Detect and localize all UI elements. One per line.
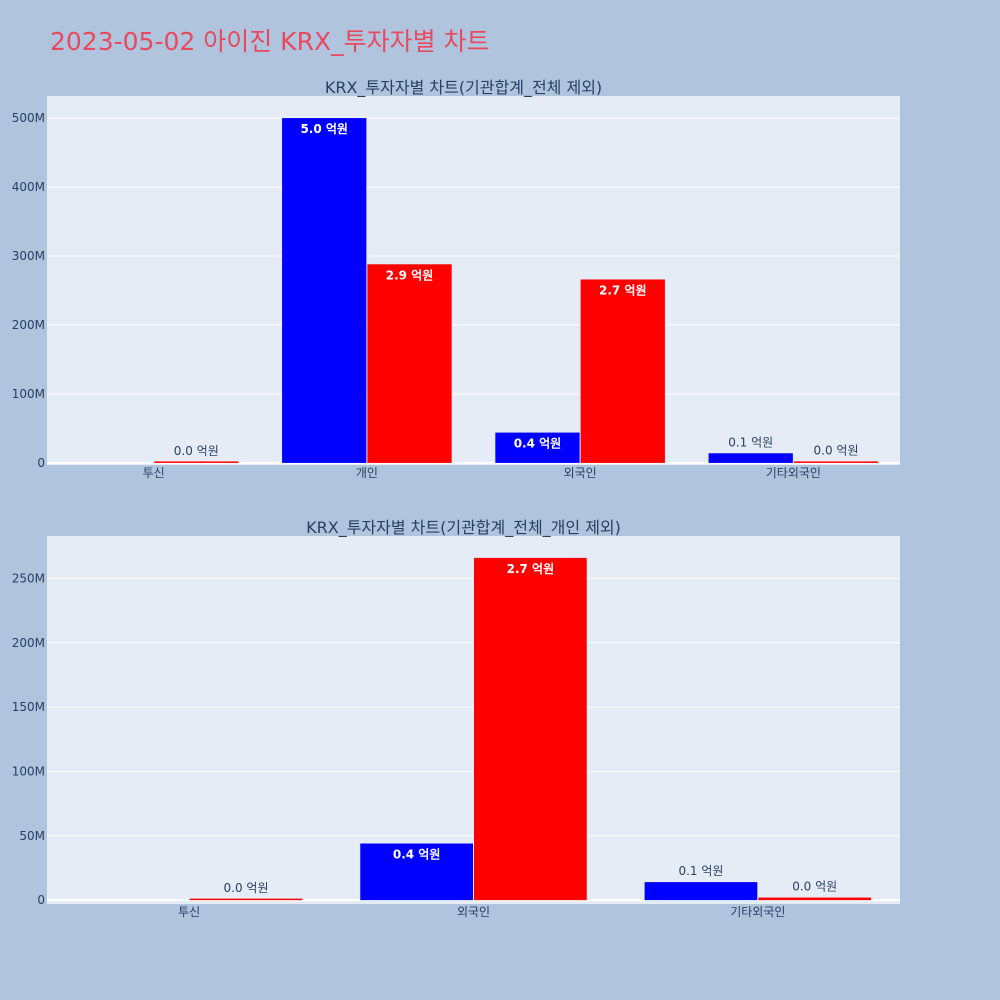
data-label: 0.0 억원 xyxy=(174,444,219,458)
y-tick-label: 250M xyxy=(12,571,45,585)
bar xyxy=(474,557,587,901)
bar xyxy=(793,461,879,463)
data-label: 0.0 억원 xyxy=(814,444,859,458)
bar xyxy=(644,882,758,901)
x-tick-label: 개인 xyxy=(356,466,378,480)
y-tick-label: 300M xyxy=(12,249,45,263)
y-tick-label: 0 xyxy=(37,456,45,470)
data-label: 0.4 억원 xyxy=(514,437,562,451)
data-label: 0.1 억원 xyxy=(678,864,723,878)
data-label: 0.4 억원 xyxy=(393,848,441,862)
y-tick-label: 200M xyxy=(12,318,45,332)
bar xyxy=(367,264,452,463)
y-tick-label: 150M xyxy=(12,700,45,714)
page-title: 2023-05-02 아이진 KRX_투자자별 차트 xyxy=(50,27,490,56)
data-label: 0.0 억원 xyxy=(792,880,837,894)
bar xyxy=(495,432,580,463)
data-label: 2.9 억원 xyxy=(386,268,434,282)
x-tick-label: 기타외국인 xyxy=(730,905,785,919)
bar xyxy=(189,898,303,901)
data-label: 0.0 억원 xyxy=(224,881,269,895)
bar xyxy=(360,843,473,901)
data-label: 0.1 억원 xyxy=(728,435,773,449)
x-tick-label: 외국인 xyxy=(457,905,490,919)
x-tick-label: 투신 xyxy=(178,905,200,919)
y-tick-label: 100M xyxy=(12,764,45,778)
x-tick-label: 외국인 xyxy=(564,466,597,480)
y-tick-label: 100M xyxy=(12,387,45,401)
y-tick-label: 50M xyxy=(19,829,45,843)
chart-title: KRX_투자자별 차트(기관합계_전체 제외) xyxy=(325,78,602,98)
y-tick-label: 200M xyxy=(12,636,45,650)
bar xyxy=(708,453,793,463)
bar xyxy=(154,461,239,463)
plot-area xyxy=(47,536,900,904)
y-tick-label: 0 xyxy=(37,893,45,907)
data-label: 5.0 억원 xyxy=(300,122,348,136)
x-tick-label: 기타외국인 xyxy=(766,466,821,480)
chart-title: KRX_투자자별 차트(기관합계_전체_개인 제외) xyxy=(306,518,621,538)
plot-area xyxy=(47,96,900,465)
bar xyxy=(758,897,872,901)
chart-all-investors: KRX_투자자별 차트(기관합계_전체 제외) 0 100M 200M 300M 400M… xyxy=(12,78,900,480)
data-label: 2.7 억원 xyxy=(599,283,647,297)
x-tick-label: 투신 xyxy=(143,466,165,480)
y-tick-label: 400M xyxy=(12,180,45,194)
y-tick-label: 500M xyxy=(12,111,45,125)
bar xyxy=(282,118,367,463)
data-label: 2.7 억원 xyxy=(507,562,555,576)
bar xyxy=(580,279,665,463)
